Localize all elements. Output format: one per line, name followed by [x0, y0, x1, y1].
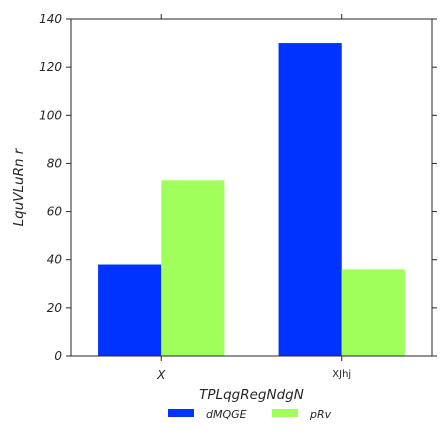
- y-tick-label: 60: [47, 205, 63, 219]
- x-tick-label: X: [156, 368, 166, 382]
- bar-dMQGE-X: [98, 264, 162, 356]
- y-tick-label: 120: [39, 60, 62, 74]
- plot-frame: [70, 18, 433, 357]
- axes-layer: [70, 18, 433, 357]
- y-axis-label: LquVLuRn r: [11, 147, 27, 226]
- y-tick-label: 140: [39, 12, 62, 26]
- y-tick-label: 80: [47, 156, 63, 170]
- y-tick-label: 40: [47, 253, 63, 267]
- y-tick-label: 0: [54, 349, 62, 363]
- ticks-layer: 0 20 40 60 80 100 120 140 X XJhj: [39, 12, 437, 382]
- x-axis-label: TPLqgRegNdgN: [199, 387, 304, 403]
- legend: dMQGE pRv: [168, 408, 332, 421]
- x-tick-label: XJhj: [332, 369, 351, 380]
- legend-swatch-pRv: [272, 409, 298, 417]
- legend-swatch-dMQGE: [168, 409, 194, 417]
- bar-pRv-XJhj: [341, 269, 405, 356]
- bar-pRv-X: [161, 180, 225, 356]
- y-tick-label: 20: [47, 301, 63, 315]
- bar-dMQGE-XJhj: [278, 43, 342, 356]
- y-tick-label: 100: [39, 108, 62, 122]
- bars-layer: [98, 43, 405, 356]
- legend-label-dMQGE: dMQGE: [206, 408, 247, 421]
- legend-label-pRv: pRv: [309, 408, 332, 421]
